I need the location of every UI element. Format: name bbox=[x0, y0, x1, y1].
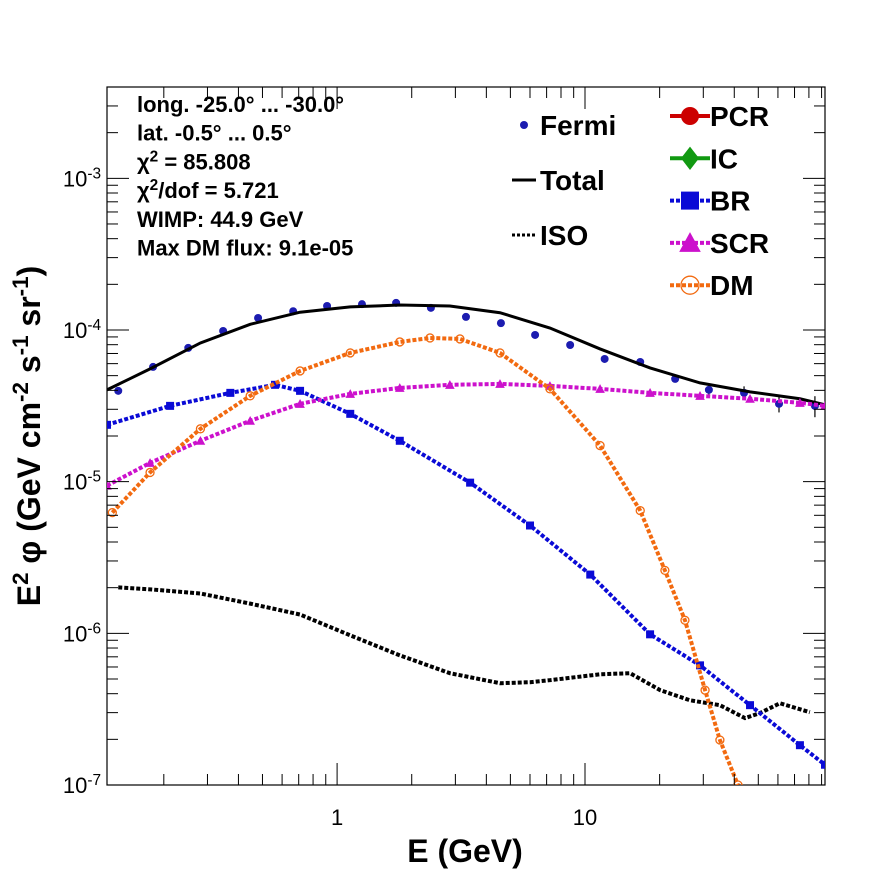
marker bbox=[166, 401, 175, 410]
marker bbox=[733, 780, 743, 785]
marker bbox=[145, 458, 155, 467]
annotation: χ2 = 85.808 bbox=[137, 148, 251, 175]
marker bbox=[595, 384, 605, 393]
legend-label: DM bbox=[710, 270, 754, 301]
annotation: Max DM flux: 9.1e-05 bbox=[137, 236, 353, 261]
marker bbox=[746, 701, 755, 710]
y-tick-label: 10-4 bbox=[63, 316, 102, 343]
plot-area bbox=[107, 298, 825, 785]
marker bbox=[295, 399, 305, 408]
x-tick-label: 10 bbox=[573, 805, 597, 830]
marker bbox=[107, 507, 117, 518]
annotation: χ2/dof = 5.721 bbox=[137, 177, 279, 204]
marker bbox=[107, 480, 112, 490]
y-axis-label: E2 φ (GeV cm-2 s-1 sr-1) bbox=[8, 266, 48, 607]
marker bbox=[114, 386, 123, 395]
marker bbox=[526, 521, 535, 530]
x-axis-label: E (GeV) bbox=[407, 833, 523, 869]
marker bbox=[586, 570, 595, 579]
marker bbox=[296, 386, 305, 395]
marker bbox=[254, 313, 263, 322]
marker bbox=[226, 388, 235, 397]
marker bbox=[681, 107, 699, 125]
marker bbox=[245, 415, 255, 425]
series-line bbox=[107, 382, 825, 767]
marker bbox=[679, 232, 701, 252]
y-tick-label: 10-6 bbox=[63, 620, 101, 647]
y-tick-label: 10-7 bbox=[63, 772, 101, 799]
marker bbox=[681, 146, 699, 170]
marker bbox=[394, 383, 405, 392]
series-line bbox=[110, 335, 740, 785]
marker bbox=[635, 505, 645, 516]
marker bbox=[745, 393, 755, 403]
y-tick-label: 10-5 bbox=[63, 468, 101, 495]
marker bbox=[795, 398, 805, 407]
legend-item: ISO bbox=[512, 220, 588, 251]
legend-item: PCR bbox=[670, 101, 769, 132]
marker bbox=[680, 275, 700, 295]
marker bbox=[395, 337, 405, 347]
series-line bbox=[107, 303, 825, 407]
legend-item: IC bbox=[670, 143, 738, 174]
marker bbox=[345, 348, 355, 358]
marker bbox=[195, 435, 206, 445]
marker bbox=[455, 334, 465, 344]
marker bbox=[461, 312, 470, 321]
marker bbox=[395, 436, 404, 445]
legend-label: Total bbox=[540, 165, 605, 196]
marker bbox=[466, 478, 475, 487]
marker bbox=[495, 379, 505, 388]
marker bbox=[600, 354, 609, 363]
legend-label: PCR bbox=[710, 101, 769, 132]
marker bbox=[495, 348, 505, 358]
marker bbox=[496, 319, 505, 328]
marker bbox=[646, 630, 655, 639]
annotation: WIMP: 44.9 GeV bbox=[137, 207, 304, 232]
legend-item: BR bbox=[670, 186, 750, 217]
annotation: long. -25.0° ... -30.0° bbox=[137, 92, 344, 117]
marker bbox=[645, 388, 655, 397]
legend-item: SCR bbox=[670, 228, 769, 259]
marker bbox=[346, 409, 355, 418]
series-line bbox=[118, 585, 811, 721]
marker bbox=[795, 741, 804, 750]
marker bbox=[545, 384, 555, 394]
legend-item: Fermi bbox=[520, 110, 616, 141]
marker bbox=[445, 380, 455, 389]
legend-label: IC bbox=[710, 143, 738, 174]
marker bbox=[345, 389, 356, 398]
legend-item: Total bbox=[512, 165, 605, 196]
marker bbox=[520, 121, 528, 129]
marker bbox=[821, 760, 825, 769]
marker bbox=[195, 424, 206, 434]
marker bbox=[531, 330, 540, 339]
annotation: lat. -0.5° ... 0.5° bbox=[137, 121, 292, 146]
marker bbox=[695, 391, 705, 400]
marker bbox=[820, 401, 825, 410]
marker bbox=[680, 615, 690, 625]
marker bbox=[700, 685, 710, 695]
marker bbox=[107, 420, 111, 429]
marker bbox=[660, 565, 670, 576]
marker bbox=[425, 333, 435, 343]
y-tick-label: 10-3 bbox=[63, 165, 101, 192]
marker bbox=[681, 191, 699, 210]
marker bbox=[245, 391, 255, 401]
marker bbox=[704, 385, 713, 394]
marker bbox=[715, 735, 725, 745]
marker bbox=[295, 366, 305, 376]
legend-label: BR bbox=[710, 186, 750, 217]
marker bbox=[595, 440, 605, 451]
legend-label: ISO bbox=[540, 220, 588, 251]
series-line bbox=[107, 381, 825, 488]
legend-label: Fermi bbox=[540, 110, 616, 141]
legend-item: DM bbox=[670, 270, 754, 301]
legend-label: SCR bbox=[710, 228, 769, 259]
marker bbox=[271, 380, 280, 389]
marker bbox=[145, 467, 155, 478]
x-tick-label: 1 bbox=[331, 805, 343, 830]
marker bbox=[566, 341, 575, 350]
